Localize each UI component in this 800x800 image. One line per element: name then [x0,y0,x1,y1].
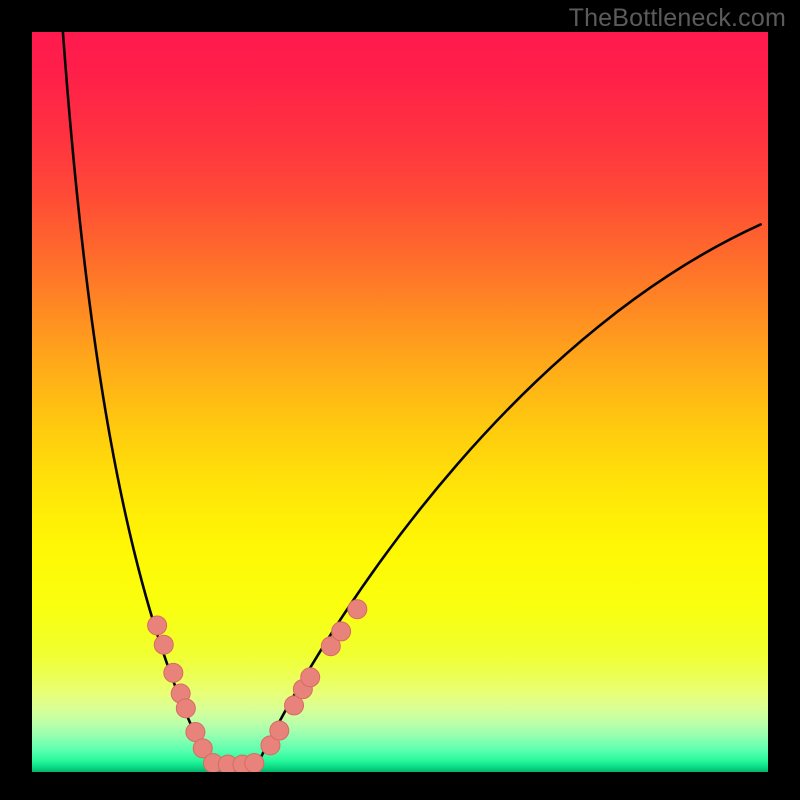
curve-right-branch [257,224,760,764]
marker-right-7 [348,600,367,619]
marker-right-4 [301,668,320,687]
plot-frame [32,32,768,772]
stage: TheBottleneck.com [0,0,800,800]
marker-right-6 [332,622,351,641]
marker-left-0 [148,616,167,635]
marker-left-1 [154,635,173,654]
marker-left-4 [176,699,195,718]
curve-left-branch [63,32,210,765]
marker-bottom-3 [245,754,264,772]
marker-left-2 [164,663,183,682]
watermark-label: TheBottleneck.com [569,4,786,33]
marker-right-1 [270,721,289,740]
curves-layer [32,32,768,772]
